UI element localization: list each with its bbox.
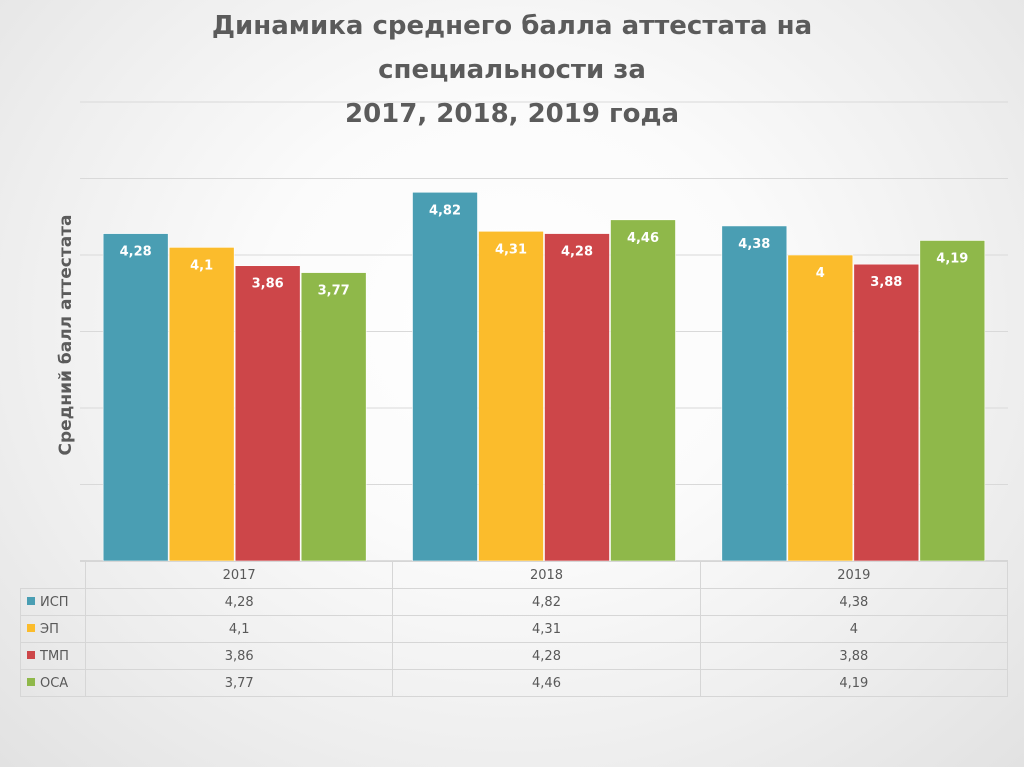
table-cell: 3,88	[699, 642, 1009, 670]
legend-label: ИСП	[40, 594, 69, 610]
table-cell: 4	[699, 615, 1009, 643]
table-cell: 4,38	[699, 588, 1009, 616]
table-cell: 4,46	[392, 669, 701, 697]
data-table-row: ТМП 3,86 4,28 3,88	[20, 642, 1009, 670]
data-label: 3,77	[318, 284, 350, 299]
table-cell: 4,28	[392, 642, 701, 670]
data-table-row: ОСА 3,77 4,46 4,19	[20, 669, 1009, 697]
legend-entry: ТМП	[20, 642, 86, 670]
bar	[300, 272, 367, 562]
data-label: 4,28	[120, 245, 152, 260]
category-label: 2019	[699, 561, 1009, 589]
bar	[102, 233, 169, 562]
table-cell: 4,1	[84, 615, 394, 643]
table-cell: 4,82	[392, 588, 701, 616]
data-table: 2017 2018 2019 ИСП 4,28 4,82 4,38 ЭП 4,1…	[20, 561, 1009, 697]
bar	[853, 263, 920, 562]
category-label: 2017	[84, 561, 394, 589]
table-cell: 4,31	[392, 615, 701, 643]
data-table-corner	[20, 561, 86, 589]
bar	[919, 240, 986, 562]
legend-swatch	[27, 596, 35, 605]
data-label: 3,88	[870, 275, 902, 290]
data-label: 4,46	[627, 231, 659, 246]
chart-title-line-1: Динамика среднего балла аттестата на спе…	[211, 11, 813, 85]
legend-entry: ЭП	[20, 615, 86, 643]
bar	[544, 233, 610, 562]
bar	[787, 254, 854, 562]
legend-swatch	[27, 623, 35, 632]
bar	[234, 265, 301, 562]
chart-title-line-2: 2017, 2018, 2019 года	[345, 99, 679, 129]
bar	[721, 225, 788, 562]
legend-entry: ИСП	[20, 588, 86, 616]
data-label: 3,86	[252, 277, 284, 292]
legend-swatch	[27, 650, 35, 659]
chart-title: Динамика среднего балла аттестата на спе…	[100, 4, 924, 136]
bar	[168, 247, 235, 562]
data-label: 4,19	[936, 251, 968, 266]
table-cell: 3,77	[84, 669, 394, 697]
data-label: 4,82	[429, 203, 461, 218]
table-cell: 4,28	[84, 588, 394, 616]
bar	[478, 230, 544, 562]
bar	[610, 219, 676, 562]
data-label: 4	[816, 266, 825, 281]
bar	[412, 191, 478, 562]
data-label: 4,28	[561, 245, 593, 260]
legend-swatch	[27, 677, 35, 686]
table-cell: 4,19	[699, 669, 1009, 697]
data-table-row: ЭП 4,1 4,31 4	[20, 615, 1009, 643]
data-label: 4,38	[738, 237, 770, 252]
legend-entry: ОСА	[20, 669, 86, 697]
table-cell: 3,86	[84, 642, 394, 670]
data-label: 4,1	[190, 258, 213, 273]
legend-label: ЭП	[40, 621, 59, 637]
data-table-header-row: 2017 2018 2019	[20, 561, 1009, 589]
data-label: 4,31	[495, 242, 527, 257]
data-table-row: ИСП 4,28 4,82 4,38	[20, 588, 1009, 616]
legend-label: ТМП	[40, 648, 69, 664]
category-label: 2018	[392, 561, 701, 589]
legend-label: ОСА	[40, 675, 69, 691]
